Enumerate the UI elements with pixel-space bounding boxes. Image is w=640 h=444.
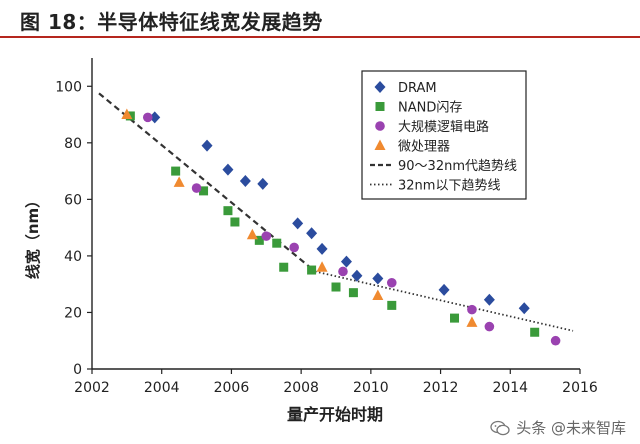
nand-point [450,313,460,323]
dram-point [316,242,328,255]
x-tick-label: 2004 [144,380,180,396]
micro-legend-marker [374,139,386,150]
micro-legend-label: 微处理器 [398,140,450,155]
nand-point [223,206,233,216]
nand-legend-marker [375,102,385,111]
nand-point [387,300,397,310]
y-tick-label: 20 [64,305,82,321]
dram-point [518,302,530,315]
trend-legend-label: 32nm以下趋势线 [398,178,500,194]
nand-point [254,235,264,245]
nand-point [348,288,358,298]
dram-point [257,177,269,190]
dram-legend-marker [374,81,386,93]
y-tick-label: 60 [64,192,82,208]
watermark: 头条 @未来智库 [490,417,626,438]
x-tick-label: 2006 [214,380,250,396]
micro-point [466,316,478,327]
y-tick-label: 100 [55,79,82,95]
dram-legend-label: DRAM [398,81,437,96]
nand-point [307,265,317,275]
x-tick-label: 2010 [353,380,389,396]
logic-point [386,277,397,288]
nand-point [171,166,181,176]
y-axis-label: 线宽（nm） [24,193,42,279]
dram-point [306,227,318,240]
logic-legend-label: 大规模逻辑电路 [398,119,489,135]
nand-point [530,327,540,337]
x-tick-label: 2016 [562,380,598,396]
dram-point [340,255,352,268]
nand-point [279,262,289,272]
dram-point [222,163,234,176]
nand-point [199,186,209,196]
logic-point [467,304,477,315]
micro-point [173,176,185,187]
logic-point [289,242,299,253]
micro-point [316,261,328,272]
x-tick-label: 2014 [492,380,528,396]
trend-line-below-32nm [314,270,574,332]
dram-point [292,217,304,230]
y-tick-label: 80 [64,136,82,152]
logic-point [550,335,561,346]
logic-point [338,266,348,277]
legend-box [361,70,527,200]
micro-point [121,108,133,120]
logic-point [191,183,202,193]
dram-point [351,269,363,282]
logic-legend-marker [375,121,385,131]
dram-point [201,139,213,152]
nand-point [331,282,341,292]
figure-title: 图 18：半导体特征线宽发展趋势 [20,10,323,34]
nand-point [230,217,240,227]
x-tick-label: 2012 [423,380,459,396]
x-tick-label: 2002 [74,380,110,396]
wechat-icon [490,420,510,435]
logic-point [142,112,153,123]
dram-point [483,293,495,306]
title-bar: 图 18：半导体特征线宽发展趋势 [0,0,640,38]
logic-point [484,321,495,332]
micro-point [246,228,258,240]
y-tick-label: 40 [64,249,82,265]
nand-point [272,238,282,248]
logic-point [261,231,272,241]
x-axis-label: 量产开始时期 [287,405,383,424]
dram-point [372,272,384,285]
y-tick-label: 0 [73,362,82,378]
trend-legend-label: 90～32nm代趋势线 [398,158,517,174]
x-tick-label: 2008 [283,380,319,396]
micro-point [372,289,384,300]
dram-point [149,111,161,124]
nand-legend-label: NAND闪存 [398,101,462,116]
watermark-text: 头条 @未来智库 [516,419,626,437]
dram-point [239,174,251,187]
dram-point [438,283,450,296]
